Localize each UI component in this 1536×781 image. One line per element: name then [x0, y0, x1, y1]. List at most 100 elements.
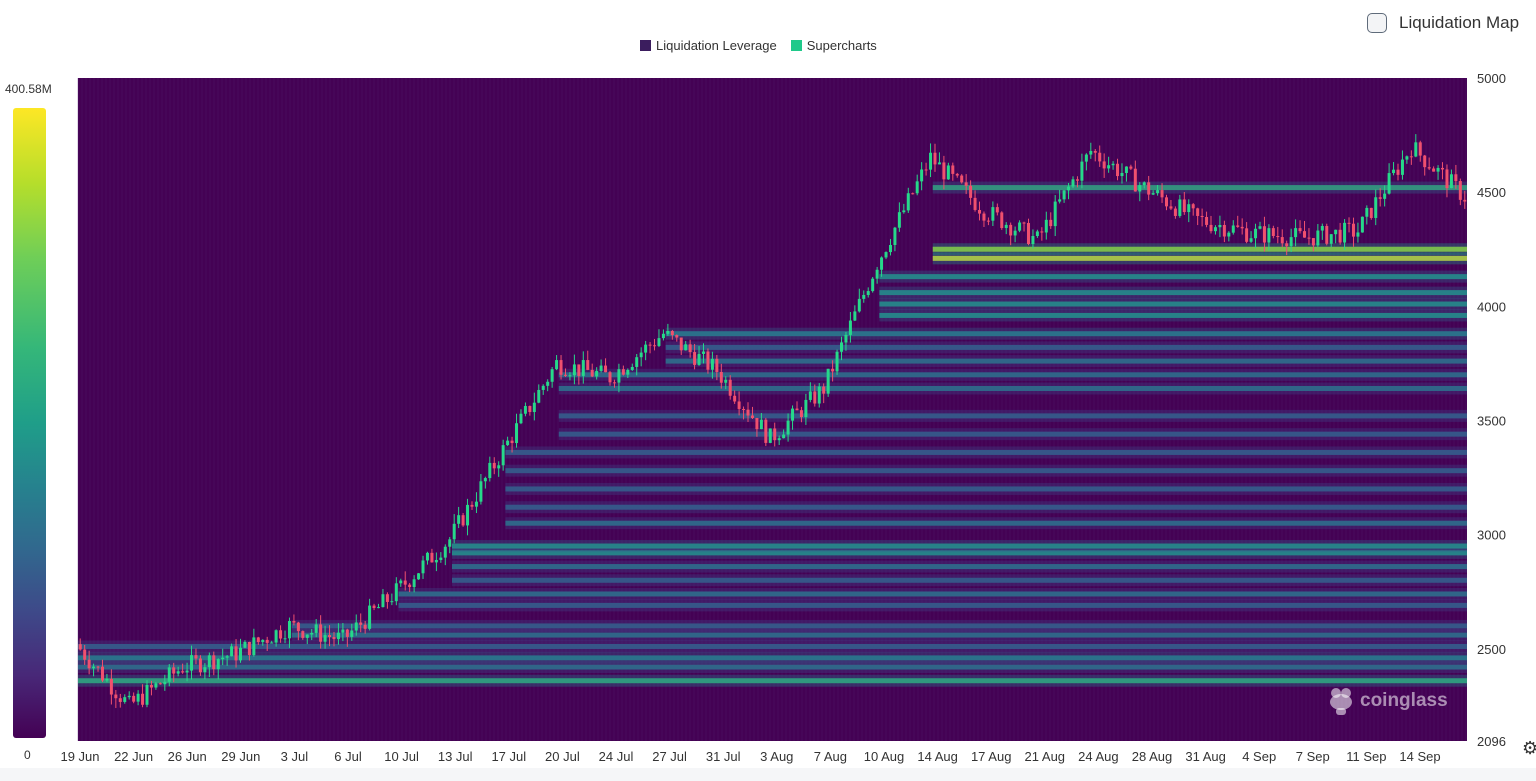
candle-body	[915, 181, 919, 194]
heat-band	[879, 290, 1467, 296]
gear-icon[interactable]: ⚙	[1522, 738, 1536, 758]
candle-body	[1205, 216, 1209, 225]
heat-band-glow	[451, 546, 1467, 559]
candle-body	[394, 583, 398, 602]
coinglass-watermark: coinglass	[1328, 686, 1448, 716]
candle-body	[1080, 161, 1084, 181]
candle-body	[937, 162, 941, 165]
candle-body	[1182, 199, 1186, 213]
x-tick-label: 10 Jul	[384, 749, 419, 764]
heat-band-glow	[558, 409, 1467, 422]
candle-body	[1164, 197, 1168, 207]
candle-body	[483, 478, 487, 482]
candle-body	[310, 632, 314, 635]
candle-body	[172, 667, 176, 674]
candle-body	[653, 345, 657, 347]
candle-body	[252, 637, 256, 656]
candle-body	[1049, 219, 1053, 227]
candle-body	[1133, 168, 1137, 192]
heat-band-glow	[558, 382, 1467, 395]
candle-body	[1445, 169, 1449, 189]
candle-body	[599, 365, 603, 371]
candle-body	[238, 647, 242, 661]
candle-body	[1107, 165, 1111, 169]
candle-body	[230, 646, 234, 657]
candle-body	[1325, 226, 1329, 244]
heat-band-glow	[505, 464, 1467, 477]
x-tick-label: 20 Jul	[545, 749, 580, 764]
candle-body	[234, 646, 238, 661]
candle-body	[844, 334, 848, 343]
heat-band-glow	[558, 368, 1467, 381]
candle-body	[1351, 223, 1355, 237]
heat-band	[451, 543, 1467, 549]
liquidation-map-toggle[interactable]: Liquidation Map	[1367, 11, 1519, 35]
x-tick-label: 28 Aug	[1132, 749, 1173, 764]
candle-body	[1231, 225, 1235, 233]
candle-body	[1262, 226, 1266, 243]
candle-body	[287, 621, 291, 639]
candle-body	[314, 624, 318, 633]
candle-body	[385, 594, 389, 602]
heat-band	[879, 312, 1467, 318]
y-tick-label: 3000	[1477, 528, 1506, 543]
candle-body	[773, 428, 777, 441]
candle-body	[1369, 207, 1373, 218]
candle-body	[1058, 199, 1062, 202]
candle-body	[804, 399, 808, 418]
candle-body	[1084, 154, 1088, 162]
candle-body	[612, 382, 616, 384]
heat-band-glow	[665, 327, 1467, 340]
candle-body	[372, 605, 376, 609]
legend-item-liquidation-leverage[interactable]: Liquidation Leverage	[640, 38, 777, 53]
heat-band	[505, 504, 1467, 510]
candle-body	[661, 333, 665, 339]
candle-body	[1463, 199, 1467, 202]
candle-body	[1271, 228, 1275, 236]
candle-body	[568, 375, 572, 377]
candle-body	[782, 434, 786, 439]
candle-body	[1209, 224, 1213, 232]
legend-item-supercharts[interactable]: Supercharts	[790, 38, 877, 53]
candle-body	[461, 515, 465, 526]
candle-body	[541, 385, 545, 390]
candle-body	[706, 351, 710, 370]
candle-body	[363, 624, 367, 629]
legend-swatch-supercharts	[790, 40, 802, 51]
heat-band	[398, 591, 1467, 597]
candle-body	[995, 207, 999, 213]
candle-body	[207, 655, 211, 668]
heat-band-glow	[78, 651, 1467, 664]
candle-body	[292, 621, 296, 623]
candle-body	[675, 335, 679, 338]
x-tick-label: 24 Jul	[599, 749, 634, 764]
candle-body	[1338, 229, 1342, 243]
x-tick-label: 17 Aug	[971, 749, 1012, 764]
heat-band	[932, 255, 1467, 261]
candle-body	[902, 210, 906, 213]
candle-body	[1062, 190, 1066, 200]
heat-band	[558, 385, 1467, 391]
candle-body	[332, 637, 336, 640]
heat-band-glow	[398, 587, 1467, 600]
candle-body	[1365, 207, 1369, 217]
candle-body	[831, 368, 835, 372]
candle-body	[1218, 224, 1222, 228]
candle-body	[452, 523, 456, 540]
candle-body	[1427, 167, 1431, 169]
candle-body	[1098, 152, 1102, 162]
x-tick-label: 27 Jul	[652, 749, 687, 764]
heat-band-glow	[879, 286, 1467, 299]
checkbox-icon[interactable]	[1367, 13, 1387, 33]
heat-band	[505, 449, 1467, 455]
candle-body	[408, 584, 412, 588]
candle-body	[715, 358, 719, 372]
time-navigator[interactable]	[0, 768, 1536, 781]
candle-body	[336, 632, 340, 640]
candle-body	[501, 445, 505, 466]
candle-body	[319, 624, 323, 642]
candle-body	[697, 353, 701, 365]
candle-body	[1196, 208, 1200, 216]
x-tick-label: 14 Aug	[917, 749, 958, 764]
